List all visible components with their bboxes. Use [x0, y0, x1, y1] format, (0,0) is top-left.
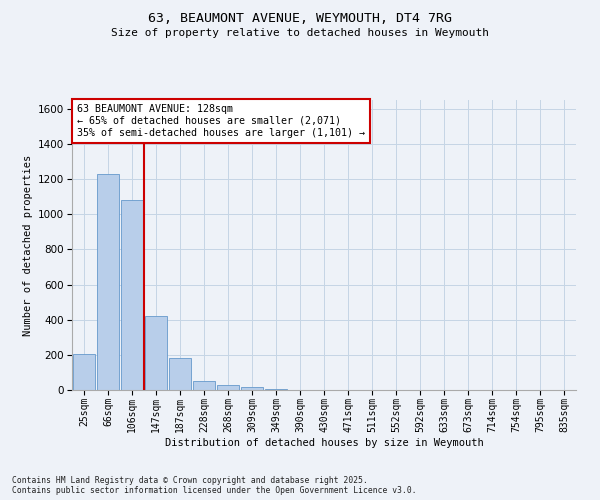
Text: 63 BEAUMONT AVENUE: 128sqm
← 65% of detached houses are smaller (2,071)
35% of s: 63 BEAUMONT AVENUE: 128sqm ← 65% of deta…	[77, 104, 365, 138]
Bar	[193, 381, 215, 390]
Bar	[145, 316, 167, 390]
Bar	[169, 358, 191, 390]
Y-axis label: Number of detached properties: Number of detached properties	[23, 154, 32, 336]
Bar	[121, 200, 143, 390]
Text: Distribution of detached houses by size in Weymouth: Distribution of detached houses by size …	[164, 438, 484, 448]
Bar	[265, 388, 287, 390]
Text: Size of property relative to detached houses in Weymouth: Size of property relative to detached ho…	[111, 28, 489, 38]
Text: 63, BEAUMONT AVENUE, WEYMOUTH, DT4 7RG: 63, BEAUMONT AVENUE, WEYMOUTH, DT4 7RG	[148, 12, 452, 26]
Bar	[241, 387, 263, 390]
Bar	[217, 385, 239, 390]
Text: Contains HM Land Registry data © Crown copyright and database right 2025.
Contai: Contains HM Land Registry data © Crown c…	[12, 476, 416, 495]
Bar	[73, 354, 95, 390]
Bar	[97, 174, 119, 390]
